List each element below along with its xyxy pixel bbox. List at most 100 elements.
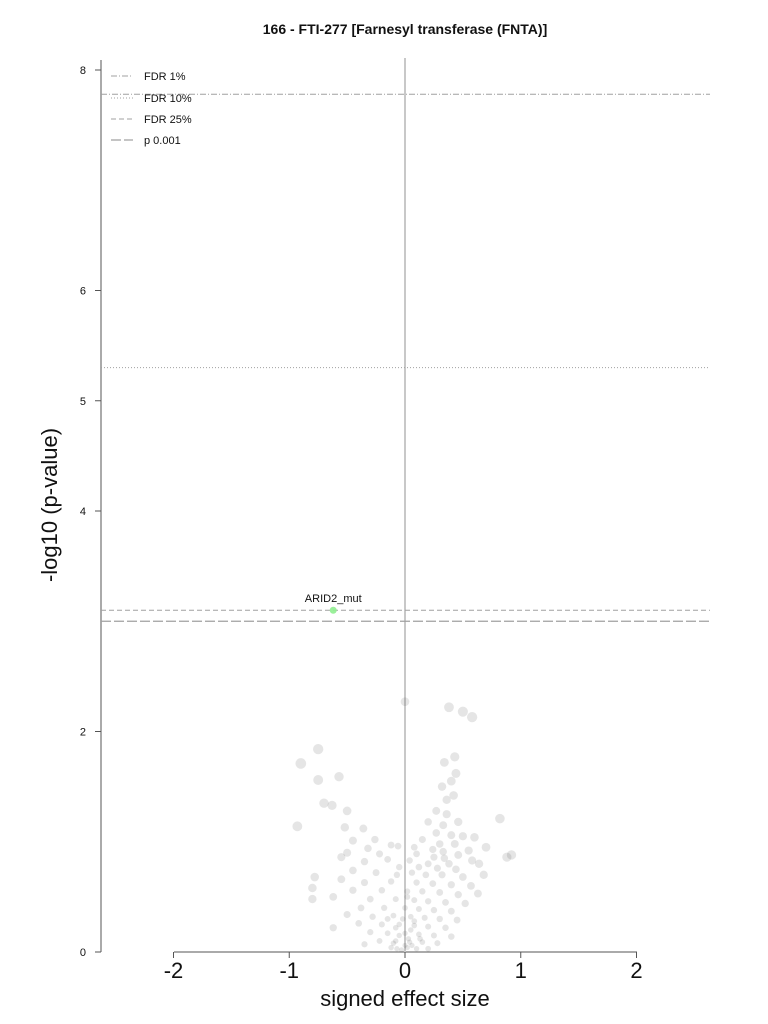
chart-title: 166 - FTI-277 [Farnesyl transferase (FNT…: [263, 21, 548, 37]
scatter-point: [459, 873, 467, 881]
scatter-point: [451, 768, 461, 778]
legend: FDR 1% FDR 10% FDR 25% p 0.001: [111, 71, 192, 147]
x-tick-label: -2: [164, 958, 184, 983]
legend-label-p001: p 0.001: [144, 135, 181, 147]
scatter-point: [359, 824, 368, 833]
scatter-point: [449, 791, 458, 800]
scatter-point: [329, 892, 338, 901]
x-axis-label: signed effect size: [320, 986, 490, 1011]
scatter-point: [446, 776, 456, 786]
x-axis-ticks: -2 -1 0 1 2: [164, 952, 643, 983]
x-tick-label: 2: [630, 958, 642, 983]
scatter-point: [367, 929, 374, 936]
scatter-point: [378, 921, 385, 928]
scatter-point: [439, 847, 447, 856]
scatter-point: [409, 942, 415, 949]
y-tick-label: 6: [80, 286, 86, 298]
scatter-point: [310, 872, 320, 882]
scatter-point: [406, 857, 413, 864]
scatter-point: [421, 914, 428, 921]
y-axis-ticks: 0 2 4 5 6 8: [80, 65, 101, 959]
scatter-point: [481, 842, 491, 852]
scatter-point: [422, 871, 430, 879]
scatter-point: [429, 845, 437, 854]
scatter-point: [429, 880, 437, 888]
scatter-point: [479, 870, 488, 879]
scatter-point: [337, 875, 346, 884]
highlight-point-group: ARID2_mut: [305, 593, 362, 614]
scatter-point: [396, 932, 402, 939]
scatter-point: [439, 821, 448, 830]
scatter-point: [376, 938, 383, 944]
scatter-point: [425, 945, 431, 952]
scatter-point: [430, 853, 438, 861]
y-tick-label: 2: [80, 727, 86, 739]
scatter-point: [390, 912, 397, 919]
scatter-point: [416, 931, 422, 938]
scatter-point: [430, 932, 437, 939]
legend-label-fdr10: FDR 10%: [144, 93, 192, 105]
scatter-point: [408, 869, 416, 876]
scatter-point: [342, 806, 352, 816]
scatter-point: [375, 850, 384, 858]
scatter-point: [327, 800, 337, 810]
scatter-point: [424, 860, 432, 868]
scatter-point: [349, 886, 357, 894]
scatter-point: [396, 921, 402, 928]
scatter-point: [442, 898, 449, 906]
y-tick-label: 0: [80, 947, 86, 959]
y-axis-label: -log10 (p-value): [37, 428, 62, 582]
scatter-point: [432, 806, 441, 815]
scatter-point: [390, 940, 397, 946]
scatter-point: [495, 813, 505, 824]
scatter-point: [442, 810, 451, 819]
scatter-point: [340, 823, 350, 832]
scatter-point: [364, 844, 372, 853]
scatter-point: [419, 888, 426, 895]
scatter-point: [425, 923, 432, 930]
scatter-point: [378, 886, 386, 894]
scatter-point: [360, 878, 369, 887]
scatter-point: [319, 798, 329, 808]
scatter-point: [406, 939, 413, 945]
scatter-point: [392, 896, 399, 903]
scatter-point: [343, 910, 351, 919]
scatter-point: [402, 930, 408, 936]
scatter-point: [439, 757, 449, 767]
scatter-point: [433, 864, 441, 872]
scatter-point: [447, 831, 456, 840]
scatter-point: [313, 743, 324, 755]
scatter-point: [313, 775, 324, 785]
x-tick-label: -1: [279, 958, 299, 983]
scatter-point: [437, 782, 447, 791]
scatter-point: [361, 941, 368, 948]
scatter-point: [447, 881, 455, 889]
scatter-point: [445, 860, 453, 868]
scatter-point: [470, 833, 479, 842]
scatter-point: [438, 871, 446, 879]
scatter-point: [430, 906, 438, 914]
scatter-point: [413, 879, 420, 886]
scatter-point: [467, 712, 478, 723]
scatter-point: [407, 913, 414, 920]
scatter-point: [502, 852, 512, 862]
scatter-point: [444, 702, 454, 713]
scatter-point: [440, 854, 449, 863]
scatter-point: [371, 835, 379, 844]
scatter-point: [454, 851, 463, 859]
scatter-point: [413, 946, 420, 952]
scatter-point: [393, 871, 401, 878]
scatter-point: [295, 758, 307, 769]
scatter-point: [418, 835, 426, 844]
data-points: [292, 697, 517, 953]
scatter-point: [435, 840, 444, 848]
scatter-point: [411, 897, 418, 904]
scatter-point: [405, 936, 412, 942]
scatter-point: [404, 893, 411, 900]
scatter-point: [415, 905, 422, 913]
scatter-point: [419, 939, 426, 945]
scatter-point: [453, 916, 461, 924]
scatter-point: [343, 848, 352, 857]
y-tick-label: 5: [80, 396, 86, 408]
scatter-point: [442, 924, 449, 931]
